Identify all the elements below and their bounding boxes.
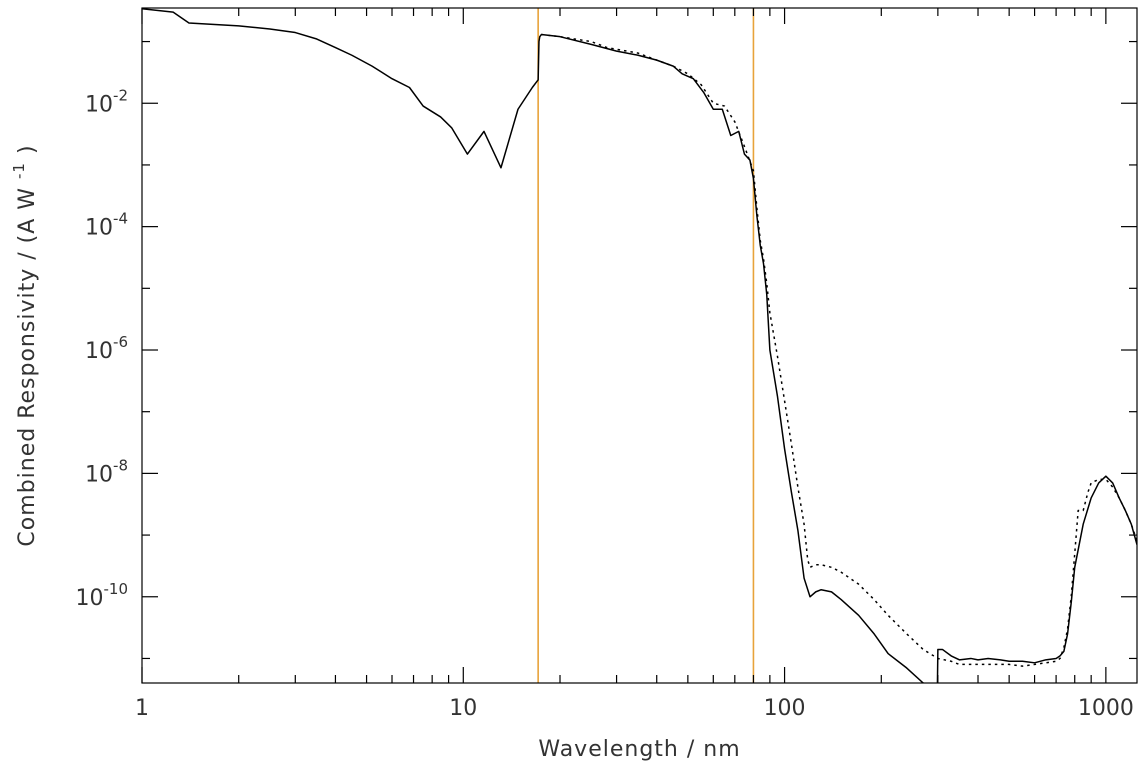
- y-tick-label: 10-10: [76, 580, 129, 611]
- y-axis-title: Combined Responsivity / (A W -1 ): [5, 144, 40, 546]
- x-axis-title: Wavelength / nm: [538, 737, 740, 762]
- x-tick-label: 10: [449, 696, 477, 721]
- series-lines: [142, 8, 1137, 683]
- x-tick-label: 1: [135, 696, 149, 721]
- plot-frame: [141, 7, 1138, 684]
- x-tick-labels: 1 10 100 1000: [135, 696, 1134, 721]
- reference-lines: [537, 8, 755, 683]
- x-tick-label: 100: [764, 696, 806, 721]
- axis-ticks: [141, 8, 1137, 683]
- y-axis-title-exponent: -1: [10, 162, 28, 179]
- x-tick-label: 1000: [1078, 696, 1134, 721]
- series-line-dotted: [541, 33, 1137, 667]
- y-tick-label: 10-8: [85, 456, 128, 487]
- y-tick-label: 10-2: [85, 86, 128, 117]
- y-axis-title-prefix: Combined Responsivity / (A W: [15, 187, 40, 547]
- series-line-solid: [142, 8, 1137, 683]
- y-tick-label: 10-4: [85, 210, 128, 241]
- y-tick-label: 10-6: [85, 333, 128, 364]
- y-tick-labels: 10-2 10-4 10-6 10-8 10-10: [76, 86, 129, 611]
- y-axis-title-suffix: ): [15, 144, 40, 154]
